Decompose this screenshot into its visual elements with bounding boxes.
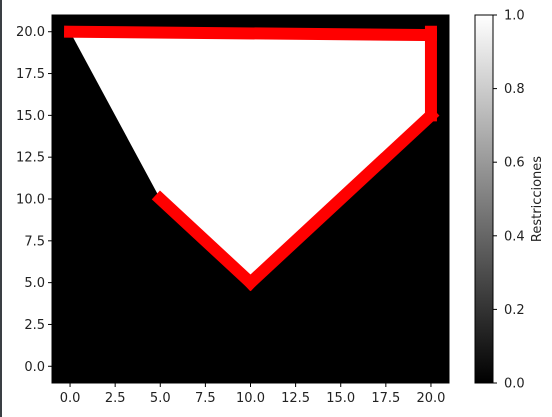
colorbar-tick-label: 0.2 <box>504 303 525 318</box>
x-tick-label: 5.0 <box>150 391 171 406</box>
y-tick-label: 0.0 <box>24 360 45 375</box>
colorbar-tick-label: 0.0 <box>504 377 525 392</box>
y-tick-label: 20.0 <box>16 25 45 40</box>
window-left-edge <box>0 0 2 417</box>
constraint-line-4 <box>151 190 259 292</box>
colorbar-axis: 0.0 0.2 0.4 0.6 0.8 1.0 <box>493 9 525 392</box>
x-tick-label: 7.5 <box>195 391 216 406</box>
plot-area <box>63 25 440 292</box>
y-axis: 0.0 2.5 5.0 7.5 10.0 12.5 15.0 17.5 20.0 <box>16 25 52 375</box>
x-tick-label: 15.0 <box>326 391 355 406</box>
colorbar-label: Restricciones <box>530 156 545 242</box>
x-tick-label: 2.5 <box>105 391 126 406</box>
y-tick-label: 15.0 <box>16 109 45 124</box>
constraint-line-1 <box>63 25 438 42</box>
y-tick-label: 17.5 <box>16 67 45 82</box>
x-tick-label: 20.0 <box>416 391 445 406</box>
y-tick-label: 5.0 <box>24 276 45 291</box>
colorbar-tick-label: 1.0 <box>504 9 525 24</box>
y-tick-label: 10.0 <box>16 193 45 208</box>
x-tick-label: 17.5 <box>371 391 400 406</box>
colorbar-tick-label: 0.8 <box>504 82 525 97</box>
x-tick-label: 10.0 <box>236 391 265 406</box>
y-tick-label: 7.5 <box>24 234 45 249</box>
y-tick-label: 12.5 <box>16 151 45 166</box>
y-tick-label: 2.5 <box>24 318 45 333</box>
x-tick-label: 0.0 <box>60 391 81 406</box>
colorbar-tick-label: 0.4 <box>504 229 525 244</box>
colorbar <box>474 14 494 384</box>
constraint-line-3 <box>242 106 440 292</box>
x-axis: 0.0 2.5 5.0 7.5 10.0 12.5 15.0 17.5 20.0 <box>60 383 445 406</box>
colorbar-tick-label: 0.6 <box>504 156 525 171</box>
x-tick-label: 12.5 <box>281 391 310 406</box>
feasible-region <box>70 31 431 283</box>
